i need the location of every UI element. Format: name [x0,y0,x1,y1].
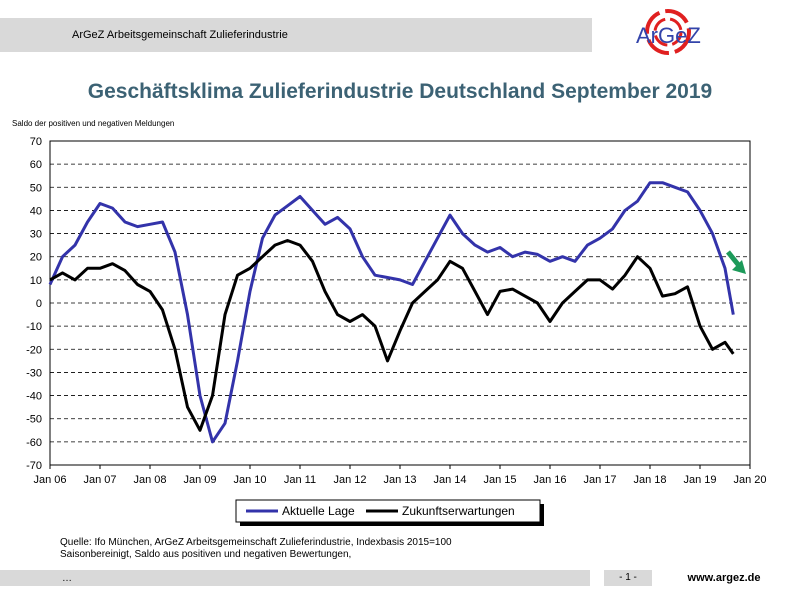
website-link[interactable]: www.argez.de [687,572,761,584]
logo-text: ArGeZ [636,23,701,48]
y-tick-label: -50 [26,414,42,426]
y-tick-label: 20 [30,252,42,264]
x-tick-label: Jan 15 [483,474,516,486]
chart-title: Geschäftsklima Zulieferindustrie Deutsch… [87,80,713,103]
x-tick-label: Jan 10 [233,474,266,486]
org-name: ArGeZ Arbeitsgemeinschaft Zulieferindust… [72,29,288,41]
x-tick-label: Jan 16 [533,474,566,486]
x-tick-label: Jan 08 [133,474,166,486]
x-tick-label: Jan 07 [83,474,116,486]
argez-logo: ArGeZ [636,9,701,55]
x-tick-label: Jan 11 [284,474,316,486]
header-bar [0,18,592,52]
y-axis-label-text: Saldo der positiven und negativen Meldun… [12,119,175,128]
source-note: Quelle: Ifo München, ArGeZ Arbeitsgemein… [60,537,452,561]
y-tick-label: 60 [30,159,42,171]
x-tick-label: Jan 13 [383,474,416,486]
line-chart: -70 -60 -50 -40 -30 -20 -10 0 10 20 30 40 50 60 70 Jan … [26,136,767,526]
footer-ellipsis: … [62,573,72,584]
y-tick-label: -10 [26,321,42,333]
x-tick-label: Jan 20 [733,474,766,486]
y-tick-label: 40 [30,205,42,217]
page-number: - 1 - [604,570,652,586]
legend-label-1: Aktuelle Lage [282,504,355,518]
source-line-1: Quelle: Ifo München, ArGeZ Arbeitsgemein… [60,537,452,548]
y-tick-label: -20 [26,344,42,356]
y-tick-label: 70 [30,136,42,148]
y-axis-label: Saldo der positiven und negativen Meldun… [12,119,202,129]
x-tick-label: Jan 12 [333,474,366,486]
legend-label-2: Zukunftserwartungen [402,504,515,518]
trend-arrow-head [732,259,746,274]
y-tick-label: 50 [30,182,42,194]
x-tick-label: Jan 18 [633,474,666,486]
y-tick-label: -70 [26,460,42,472]
x-tick-label: Jan 14 [433,474,466,486]
x-tick-label: Jan 06 [33,474,66,486]
y-tick-label: -30 [26,367,42,379]
y-tick-label: 0 [36,298,42,310]
x-tick-label: Jan 09 [183,474,216,486]
footer-bar [0,570,590,586]
y-tick-label: -60 [26,437,42,449]
series-line-2 [49,239,735,432]
y-tick-label: 30 [30,229,42,241]
x-tick-label: Jan 19 [683,474,716,486]
series-line-1 [48,181,735,444]
y-tick-label: 10 [30,275,42,287]
x-tick-label: Jan 17 [583,474,616,486]
source-line-2: Saisonbereinigt, Saldo aus positiven und… [60,549,352,560]
y-tick-label: -40 [26,391,42,403]
